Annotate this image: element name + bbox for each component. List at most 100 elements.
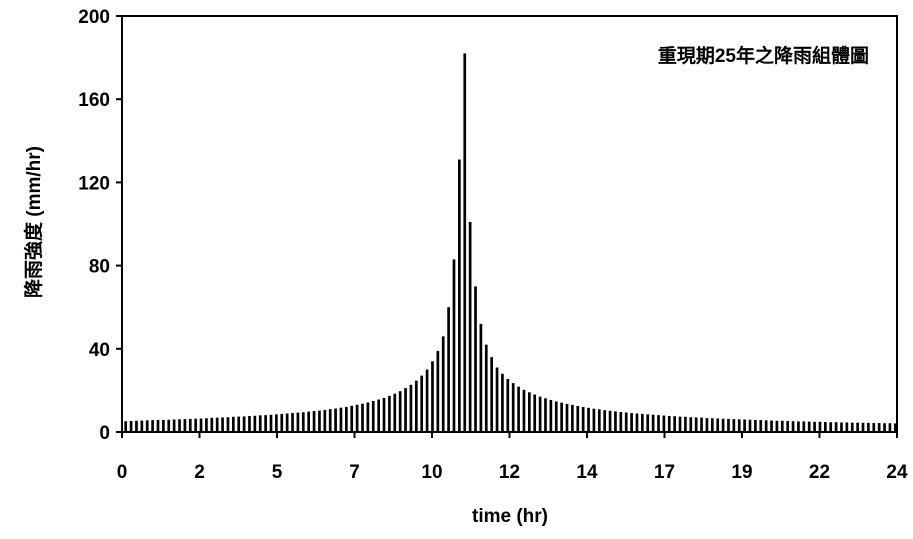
y-tick-label-2: 80: [89, 257, 110, 278]
bar-98: [651, 414, 655, 432]
bar-26: [264, 415, 267, 432]
bar-129: [818, 421, 822, 432]
bar-37: [323, 409, 327, 432]
x-tick-label-6: 14: [576, 462, 598, 483]
axes-layer: [121, 15, 898, 433]
x-tick-label-4: 10: [421, 462, 442, 483]
bar-122: [780, 420, 784, 432]
bar-32: [296, 412, 300, 432]
bar-137: [861, 422, 865, 432]
bar-27: [269, 414, 273, 432]
bar-115: [743, 419, 746, 432]
bar-124: [791, 421, 795, 432]
bar-80: [554, 401, 558, 432]
bar-96: [641, 413, 644, 432]
bar-103: [678, 416, 682, 432]
bar-38: [328, 409, 332, 432]
bar-25: [258, 415, 262, 432]
y-tick-label-1: 40: [89, 340, 110, 361]
bar-53: [409, 384, 413, 432]
x-tick-label-9: 22: [809, 462, 830, 483]
bar-51: [398, 391, 402, 432]
bar-94: [630, 413, 633, 432]
bar-89: [603, 410, 607, 432]
bar-74: [522, 389, 526, 432]
bar-63: [463, 53, 467, 432]
bar-117: [754, 419, 757, 432]
bar-40: [339, 407, 343, 432]
bar-13: [194, 418, 197, 432]
bar-86: [587, 407, 590, 432]
y-tick-label-4: 160: [78, 90, 110, 111]
bar-121: [775, 420, 779, 432]
bar-132: [834, 422, 838, 432]
bar-2: [135, 420, 138, 432]
y-tick-label-3: 120: [78, 173, 110, 194]
x-tick-label-8: 19: [731, 462, 752, 483]
bar-116: [748, 419, 752, 432]
chart-title: 重現期25年之降雨組體圖: [658, 44, 869, 67]
bar-19: [226, 417, 230, 432]
bar-36: [318, 410, 321, 432]
bar-1: [129, 420, 133, 432]
bar-139: [872, 423, 876, 432]
bar-9: [172, 419, 176, 432]
bar-109: [710, 418, 714, 432]
bar-134: [845, 422, 849, 432]
bar-76: [533, 394, 537, 432]
bar-84: [576, 406, 580, 432]
bar-5: [151, 420, 154, 432]
bar-17: [215, 417, 219, 432]
bar-128: [813, 421, 816, 432]
ticks-layer: 0 40 80 120 160 200 0 2 5 7 10 12 14 17 19 22 24: [78, 7, 908, 483]
bar-16: [210, 417, 214, 432]
bar-4: [145, 420, 149, 432]
bar-120: [770, 420, 773, 432]
bar-34: [307, 411, 311, 432]
bar-107: [700, 417, 703, 432]
bar-110: [716, 418, 720, 432]
bar-39: [334, 408, 337, 432]
bar-22: [242, 416, 246, 432]
bar-60: [447, 307, 450, 432]
x-tick-label-10: 24: [886, 462, 908, 483]
bar-131: [829, 422, 833, 432]
bar-79: [549, 399, 553, 432]
bar-81: [560, 402, 563, 432]
bar-21: [237, 416, 241, 432]
bar-126: [802, 421, 806, 432]
x-tick-label-3: 7: [349, 462, 360, 483]
bar-119: [764, 420, 768, 432]
bar-55: [420, 375, 424, 432]
bar-101: [667, 415, 671, 432]
bar-56: [425, 369, 429, 432]
bar-44: [361, 403, 364, 432]
bar-92: [619, 412, 623, 432]
bar-118: [759, 420, 763, 432]
bar-71: [506, 378, 510, 432]
bar-7: [162, 419, 165, 432]
x-tick-label-1: 2: [194, 462, 205, 483]
bar-82: [565, 403, 569, 432]
bar-83: [571, 404, 574, 432]
bar-3: [140, 420, 144, 432]
bar-31: [291, 413, 294, 432]
bar-30: [285, 413, 289, 432]
bar-73: [517, 386, 520, 432]
bar-127: [807, 421, 811, 432]
bar-88: [597, 409, 601, 432]
bar-93: [624, 412, 628, 432]
bar-47: [377, 399, 380, 432]
y-tick-label-0: 0: [99, 423, 110, 444]
bar-50: [393, 393, 397, 432]
bar-15: [205, 418, 208, 432]
bar-41: [345, 406, 348, 432]
bar-68: [490, 357, 494, 432]
bar-45: [366, 402, 370, 432]
y-axis-title: 降雨強度 (mm/hr): [22, 146, 45, 298]
bar-140: [877, 423, 881, 432]
bar-142: [888, 423, 892, 432]
x-tick-label-2: 5: [272, 462, 283, 483]
